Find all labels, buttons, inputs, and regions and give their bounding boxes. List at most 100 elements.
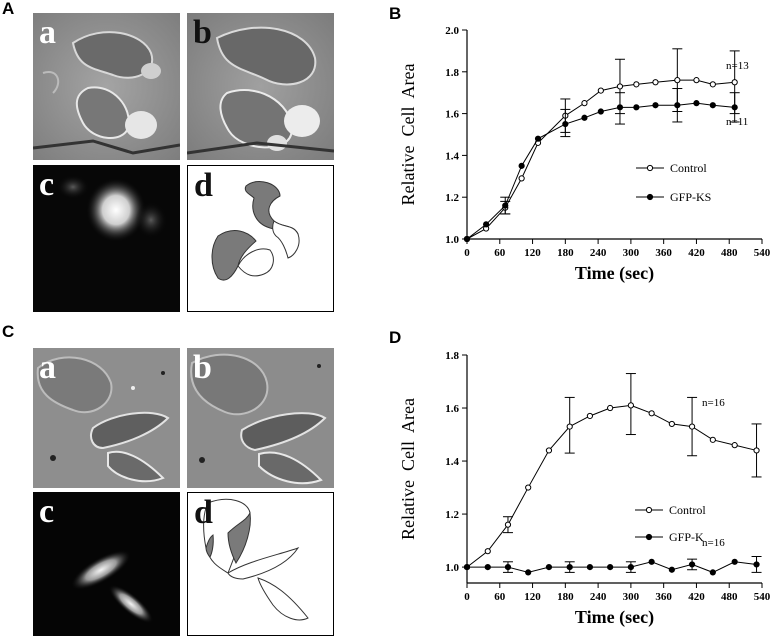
outline-drawing-d: d [187,165,334,312]
legend-marker [645,533,653,541]
sub-letter-c-a: a [39,349,56,386]
x-tick-label: 420 [688,591,705,603]
sub-letter-a: a [39,14,56,51]
sub-letter-c-b: b [193,349,212,386]
x-tick-label: 0 [464,591,470,603]
sample-size-label: n=11 [726,116,748,128]
series-gfp [463,555,762,576]
data-point [753,561,760,568]
legend-label: GFP-K [669,530,704,544]
x-tick-label: 180 [557,247,574,259]
x-tick-label: 240 [590,247,607,259]
data-point [597,87,604,94]
x-tick-label: 0 [464,247,470,259]
sample-size-label: n=13 [726,60,749,72]
micrograph-c-c-fluorescence: c [33,492,180,639]
panel-letter-c: C [2,322,15,341]
sample-size-label: n=16 [702,397,725,409]
x-tick-label: 120 [524,591,541,603]
y-tick-label: 1.6 [445,403,459,415]
y-axis-title: Relative Cell Area [398,398,418,540]
sub-letter-b: b [193,14,212,51]
panel-letter-d: D [389,328,402,347]
legend-marker [645,506,653,514]
x-axis-title: Time (sec) [575,607,654,628]
x-tick-label: 120 [524,247,541,259]
x-tick-label: 480 [721,247,738,259]
data-point [633,104,640,111]
y-tick-label: 1.0 [445,562,459,574]
data-point [518,162,525,169]
data-point [674,102,681,109]
x-tick-label: 300 [623,591,640,603]
data-point [688,423,696,430]
data-point [731,442,738,449]
y-tick-label: 1.4 [445,150,459,162]
data-point [534,135,542,142]
legend: Control GFP-K [635,503,706,544]
data-point [545,447,553,454]
y-tick-label: 1.8 [445,350,459,362]
y-tick-label: 1.6 [445,109,459,121]
micrograph-c-fluorescence: c [33,165,180,312]
data-point [693,100,700,107]
data-point [525,569,532,576]
data-point [484,563,491,571]
data-point [633,81,640,88]
x-tick-label: 420 [688,247,705,259]
data-point [545,563,553,571]
panel-letter-a: A [2,0,15,18]
x-tick-label: 300 [623,247,640,259]
data-point [616,83,624,90]
data-point [586,563,594,571]
y-tick-label: 1.4 [445,456,459,468]
sub-letter-c-c: c [39,493,55,530]
data-point [607,563,614,571]
series-control [463,373,762,571]
series-gfp [463,88,740,243]
micrograph-c-a-phase-before: a [33,348,180,495]
micrograph-a-phase-before: a [33,13,180,160]
legend: Control GFP-KS [636,161,711,204]
data-point [652,102,659,109]
legend-marker [646,164,654,172]
legend-marker [646,193,654,201]
x-tick-label: 60 [494,247,506,259]
legend-label: Control [670,161,707,175]
data-point [581,114,588,121]
data-point [504,521,512,528]
data-point [502,202,509,209]
chart-b: 0 60 120 180 240 300 360 420 480 540 1.0 1.2 1.4 1.6 1… [398,25,771,284]
data-point [463,235,471,243]
data-point [483,221,490,228]
data-point [648,558,655,565]
data-point [648,410,655,417]
data-point [731,558,738,565]
x-axis-title: Time (sec) [575,263,654,284]
legend-label: Control [669,503,706,517]
data-point [525,484,532,491]
data-point [668,420,675,428]
micrograph-b-phase-after: b [187,13,334,160]
chart-d: 0 60 120 180 240 300 360 420 480 540 1.0 1.2 1.4 1.6 1… [398,350,771,628]
x-tick-label: 60 [494,591,506,603]
data-point [652,79,659,86]
data-point [463,563,471,571]
data-point [581,100,588,107]
data-point [709,81,716,88]
x-tick-label: 240 [590,591,607,603]
data-point [668,566,675,573]
data-point [731,104,738,111]
x-tick-label: 180 [557,591,574,603]
x-tick-label: 480 [721,591,738,603]
sub-letter-c-d: d [194,494,213,531]
data-point [627,402,634,409]
data-point [597,108,604,115]
data-point [709,436,716,443]
data-point [616,104,624,111]
data-point [627,563,634,571]
sub-letter-c: c [39,166,55,203]
legend-label: GFP-KS [670,190,711,204]
data-point [753,447,760,454]
data-point [518,175,525,182]
